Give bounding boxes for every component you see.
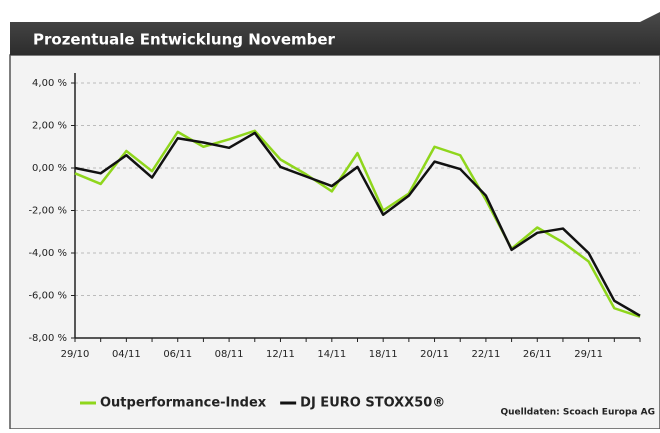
panel: [9, 54, 660, 430]
y-tick-label: 0,00 %: [32, 163, 67, 174]
source: Quelldaten: Scoach Europa AG: [500, 408, 655, 418]
chart-title: Prozentuale Entwicklung November: [33, 31, 336, 49]
y-tick-label: 4,00 %: [32, 78, 67, 89]
x-tick-label: 26/11: [523, 349, 552, 360]
y-tick-label: -4,00 %: [28, 248, 67, 259]
x-tick-label: 29/11: [574, 349, 603, 360]
x-tick-label: 18/11: [369, 349, 398, 360]
x-tick-label: 29/10: [61, 349, 90, 360]
series-line: [74, 131, 641, 317]
x-tick-label: 04/11: [112, 349, 141, 360]
x-tick-label: 12/11: [266, 349, 295, 360]
y-tick-label: -6,00 %: [28, 291, 67, 302]
x-tick-label: 20/11: [420, 349, 449, 360]
x-tick-label: 14/11: [317, 349, 346, 360]
legend-label: DJ EURO STOXX50®: [300, 396, 445, 411]
y-tick-label: -2,00 %: [28, 206, 67, 217]
legend-label: Outperformance-Index: [100, 396, 267, 411]
y-tick-label: 2,00 %: [32, 121, 67, 132]
x-tick-label: 08/11: [215, 349, 244, 360]
header: [10, 12, 660, 55]
x-tick-label: 06/11: [163, 349, 192, 360]
y-tick-label: -8,00 %: [28, 333, 67, 344]
x-tick-label: 22/11: [471, 349, 500, 360]
